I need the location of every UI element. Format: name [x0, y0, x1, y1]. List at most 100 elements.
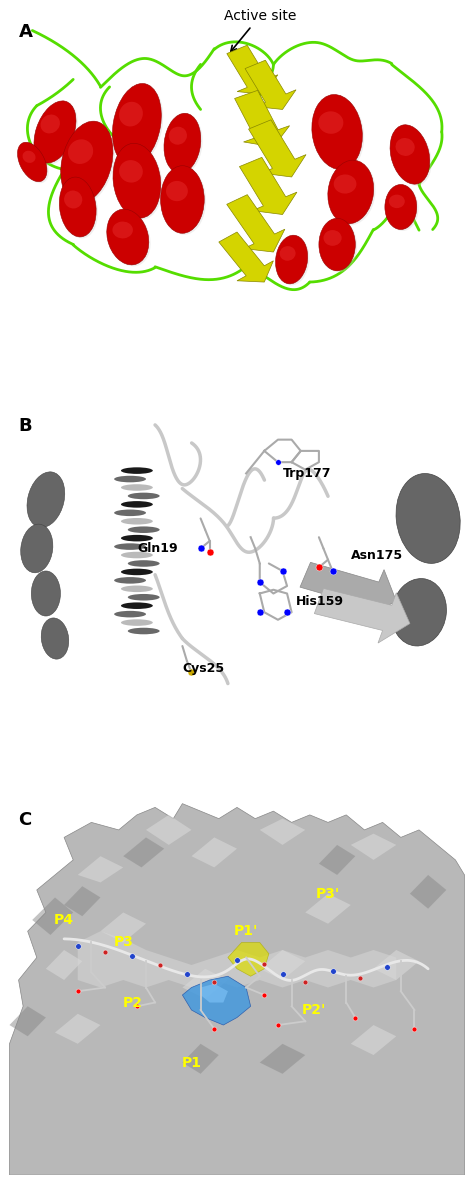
Polygon shape [227, 45, 278, 95]
Ellipse shape [121, 468, 153, 474]
Ellipse shape [392, 126, 432, 185]
Polygon shape [227, 195, 285, 252]
Polygon shape [314, 589, 410, 643]
Ellipse shape [389, 195, 405, 208]
Ellipse shape [40, 114, 60, 133]
Ellipse shape [114, 509, 146, 516]
Ellipse shape [114, 577, 146, 584]
Ellipse shape [64, 190, 82, 209]
Ellipse shape [280, 246, 296, 261]
Ellipse shape [166, 115, 202, 174]
Ellipse shape [319, 112, 343, 134]
Ellipse shape [128, 628, 160, 634]
Ellipse shape [121, 535, 153, 541]
Polygon shape [319, 845, 356, 875]
Ellipse shape [68, 139, 93, 164]
Ellipse shape [41, 618, 69, 659]
Text: C: C [18, 811, 32, 830]
Ellipse shape [23, 151, 36, 163]
Ellipse shape [321, 220, 357, 272]
Ellipse shape [114, 611, 146, 617]
Polygon shape [32, 897, 73, 935]
Ellipse shape [121, 603, 153, 609]
Polygon shape [260, 950, 305, 980]
Ellipse shape [121, 620, 153, 626]
Ellipse shape [112, 83, 161, 165]
Ellipse shape [114, 476, 146, 482]
Polygon shape [78, 856, 123, 882]
Text: P2': P2' [302, 1003, 327, 1017]
Polygon shape [78, 932, 396, 988]
Ellipse shape [121, 518, 153, 525]
Text: Trp177: Trp177 [283, 466, 331, 480]
Text: Active site: Active site [224, 9, 296, 51]
Ellipse shape [119, 102, 143, 127]
Text: P1: P1 [182, 1055, 201, 1069]
Text: P3': P3' [316, 887, 340, 901]
Text: B: B [18, 417, 32, 436]
Text: Asn175: Asn175 [351, 550, 403, 563]
Ellipse shape [121, 484, 153, 490]
Text: P3: P3 [113, 935, 133, 950]
Ellipse shape [19, 144, 49, 183]
Ellipse shape [277, 236, 310, 285]
Polygon shape [374, 950, 419, 980]
Ellipse shape [128, 493, 160, 500]
Polygon shape [123, 837, 164, 868]
Polygon shape [9, 804, 465, 1175]
Ellipse shape [59, 177, 96, 237]
Text: His159: His159 [296, 595, 344, 608]
Ellipse shape [34, 101, 76, 163]
Polygon shape [305, 894, 351, 923]
Text: P1': P1' [234, 925, 258, 938]
Polygon shape [260, 819, 305, 845]
Ellipse shape [334, 174, 356, 193]
Ellipse shape [329, 161, 375, 226]
Ellipse shape [169, 127, 187, 145]
Ellipse shape [31, 571, 61, 616]
Ellipse shape [164, 113, 201, 173]
Polygon shape [64, 887, 100, 916]
Polygon shape [235, 90, 290, 147]
Polygon shape [182, 976, 251, 1026]
Ellipse shape [121, 585, 153, 592]
Ellipse shape [18, 142, 47, 182]
Ellipse shape [314, 96, 364, 171]
Ellipse shape [121, 501, 153, 508]
Polygon shape [55, 1014, 100, 1043]
Ellipse shape [395, 138, 415, 155]
Ellipse shape [114, 544, 146, 550]
Polygon shape [146, 815, 191, 845]
Polygon shape [100, 913, 146, 942]
Ellipse shape [128, 594, 160, 601]
Ellipse shape [113, 144, 161, 218]
Ellipse shape [396, 474, 460, 564]
Ellipse shape [385, 184, 417, 229]
Ellipse shape [107, 209, 149, 265]
Polygon shape [219, 231, 273, 283]
Ellipse shape [166, 180, 188, 201]
Ellipse shape [63, 122, 115, 204]
Ellipse shape [328, 160, 374, 224]
Ellipse shape [115, 145, 163, 220]
Ellipse shape [21, 525, 53, 573]
Polygon shape [245, 61, 296, 109]
Ellipse shape [161, 166, 204, 234]
Ellipse shape [119, 160, 143, 183]
Ellipse shape [121, 569, 153, 576]
Ellipse shape [392, 578, 447, 646]
Ellipse shape [36, 102, 78, 165]
Polygon shape [300, 563, 396, 620]
Ellipse shape [121, 552, 153, 558]
Polygon shape [201, 984, 228, 1003]
Polygon shape [239, 158, 297, 215]
Ellipse shape [109, 210, 151, 266]
Text: P2: P2 [122, 996, 142, 1009]
Ellipse shape [112, 222, 133, 239]
Ellipse shape [128, 560, 160, 566]
Polygon shape [260, 1043, 305, 1074]
Text: Gln19: Gln19 [137, 542, 178, 556]
Ellipse shape [128, 526, 160, 533]
Polygon shape [9, 1007, 46, 1036]
Text: P4: P4 [54, 913, 74, 927]
